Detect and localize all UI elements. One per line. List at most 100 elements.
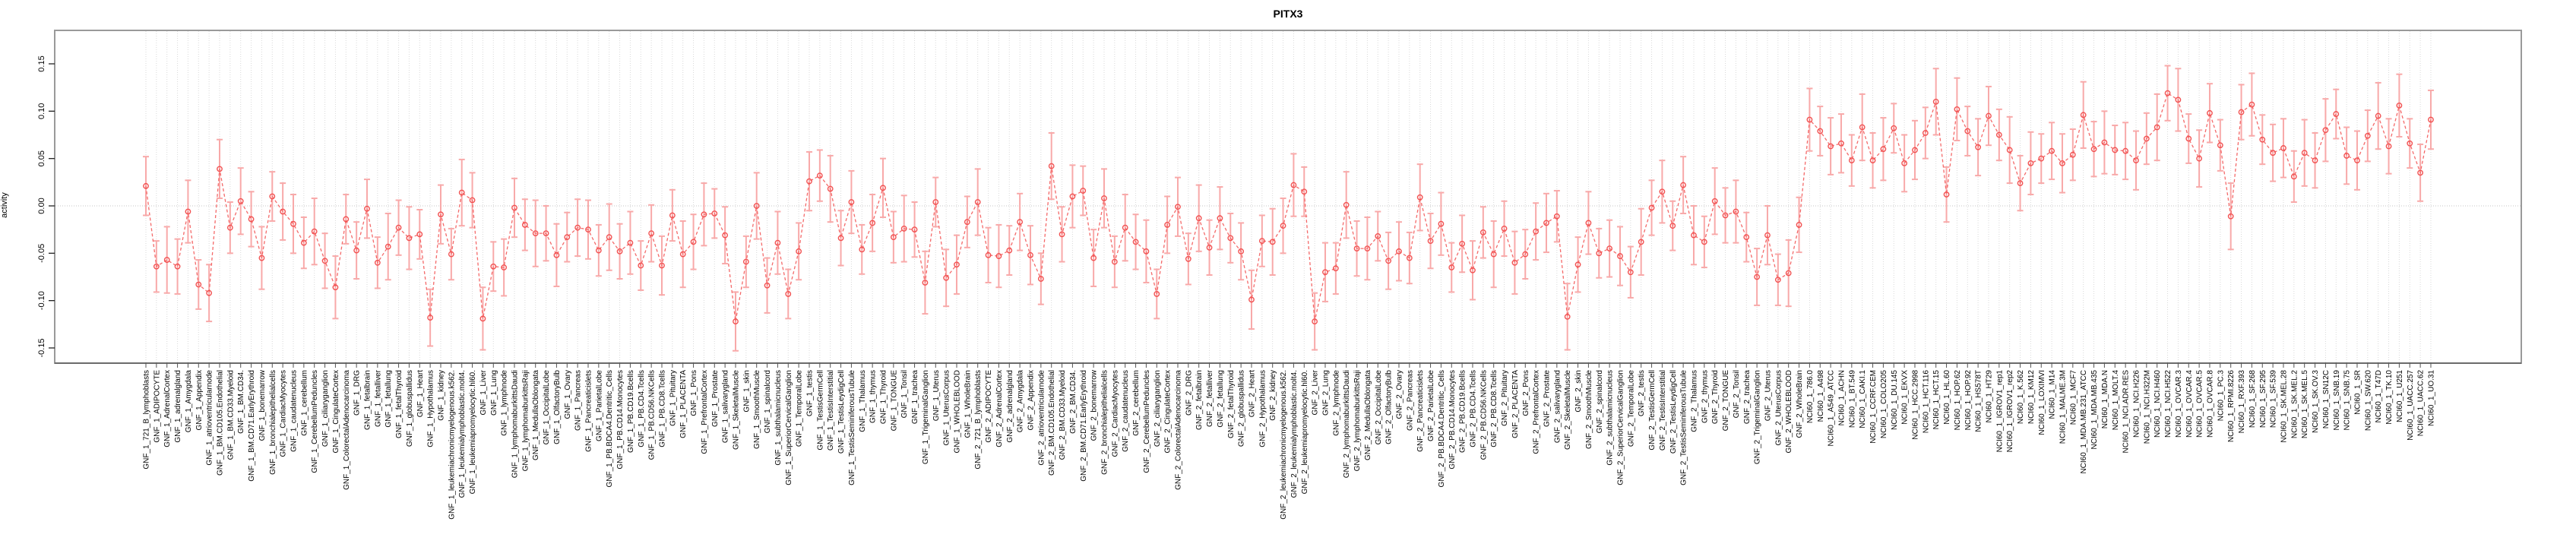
x-tick-label: GNF_1_MedullaOblongata: [532, 370, 540, 460]
data-point: [1111, 258, 1118, 265]
data-point: [669, 212, 676, 219]
chart-title: PITX3: [1273, 8, 1303, 20]
data-point: [1217, 215, 1223, 222]
data-point: [2069, 151, 2076, 158]
x-tick-label: NCI60_1_UACC.62: [2417, 370, 2426, 437]
x-tick-label: GNF_2_testis: [1638, 370, 1646, 416]
x-tick-label: GNF_2_WHOLEBLOOD: [1785, 370, 1793, 453]
data-point: [1912, 147, 1918, 153]
x-tick-label: NCI60_1_A549_ATCC: [1828, 370, 1836, 446]
x-tick-label: GNF_1_TrigeminalGanglion: [922, 370, 930, 464]
x-tick-label: GNF_2_ciliaryganglion: [1154, 370, 1162, 447]
x-tick-label: GNF_2_TrigeminalGanglion: [1754, 370, 1762, 464]
x-tick-label: GNF_1_fetalThyroid: [395, 370, 403, 438]
data-point: [1122, 224, 1128, 231]
data-point: [2164, 90, 2171, 96]
x-tick-label: GNF_2_PB.BDCA4.Dentritic_Cells: [1438, 370, 1446, 488]
x-tick-label: GNF_2_PB.CD4.Tcells: [1469, 370, 1477, 447]
data-point: [1406, 255, 1413, 261]
data-point: [163, 257, 170, 263]
x-tick-label: GNF_2_ColorectalAdenocarcinoma: [1174, 370, 1182, 490]
y-tick-label: -0.10: [37, 291, 46, 310]
x-tick-label: NCI60_1_SF.295: [2259, 370, 2267, 428]
data-point: [2375, 112, 2381, 119]
x-tick-label: GNF_1_Pituitary: [669, 370, 677, 426]
data-point: [406, 235, 413, 242]
x-tick-label: GNF_1_SuperiorCervicalGanglion: [785, 370, 793, 485]
data-point: [1691, 232, 1697, 239]
x-tick-label: NCI60_1_HCT.116: [1922, 370, 1930, 434]
data-point: [1743, 234, 1750, 241]
data-point: [385, 243, 391, 250]
x-tick-label: GNF_2_fetalbrain: [1195, 370, 1204, 430]
data-point: [1470, 267, 1476, 274]
data-point: [2196, 155, 2203, 162]
x-tick-label: GNF_1_fetalliver: [374, 369, 382, 427]
data-point: [806, 178, 812, 185]
data-point: [143, 182, 149, 189]
data-point: [1416, 194, 1423, 201]
data-point: [1258, 238, 1265, 245]
data-point: [427, 315, 434, 321]
x-tick-label: NCI60_1_NCI.ADR.RES: [2122, 370, 2131, 454]
x-tick-label: NCI60_1_SR: [2353, 370, 2362, 415]
x-tick-label: GNF_2_bronchialepithelialcells: [1100, 370, 1109, 475]
data-point: [2322, 127, 2329, 134]
data-point: [1206, 244, 1213, 251]
x-tick-label: GNF_2_lymphnode: [1332, 370, 1340, 436]
x-tick-label: GNF_1_thymus: [869, 370, 878, 423]
data-point: [1574, 261, 1581, 268]
x-tick-label: GNF_2_BM.CD34.: [1069, 370, 1078, 434]
data-point: [1785, 270, 1792, 277]
x-tick-label: NCI60_1_HL.60: [1943, 370, 1951, 425]
x-tick-label: GNF_1_OccipitalLobe: [543, 370, 551, 445]
y-tick-label: 0.00: [37, 198, 46, 213]
x-tick-label: GNF_2_PB.CD14.Monocytes: [1448, 370, 1457, 470]
x-tick-label: GNF_2_CerebellumPeduncles: [1143, 370, 1151, 473]
data-point: [174, 263, 181, 270]
data-point: [300, 239, 307, 246]
error-bars: [143, 65, 2434, 352]
x-tick-label: GNF_2_OlfactoryBulb: [1385, 370, 1394, 444]
data-point: [153, 263, 160, 270]
x-tick-label: GNF_1_CingulateCortex: [332, 370, 340, 454]
data-point: [1986, 112, 1992, 119]
x-tick-label: GNF_2_PrefrontalCortex: [1533, 370, 1541, 454]
data-point: [269, 193, 276, 200]
data-point: [1164, 222, 1171, 228]
y-axis: -0.15 -0.10 -0.05 0.00 0.05 0.10 0.15: [37, 55, 55, 358]
x-tick-label: GNF_1_PB.CD8.Tcells: [658, 370, 666, 447]
x-tick-label: GNF_2_leukemialymphoblastic.molt4.: [1290, 370, 1299, 498]
data-point: [1048, 163, 1055, 169]
x-tick-label: GNF_2_Tonsil: [1733, 370, 1741, 418]
x-tick-label: GNF_2_Heart: [1248, 370, 1256, 417]
data-point: [532, 230, 539, 237]
data-point: [859, 246, 866, 253]
data-point: [1901, 160, 1908, 166]
x-tick-label: GNF_1_WHOLEBLOOD: [953, 370, 961, 453]
data-point: [1859, 124, 1866, 131]
x-tick-label: NCI60_1_MALME.3M: [2059, 370, 2067, 444]
x-tick-label: GNF_2_AdrenalCortex: [995, 370, 1004, 447]
data-point: [827, 185, 834, 192]
data-point: [2248, 101, 2255, 108]
x-tick-label: NCI60_1_MDA.MB.435: [2090, 370, 2099, 450]
data-point: [1806, 116, 1813, 123]
x-tick-label: GNF_2_Appendix: [1027, 370, 1035, 431]
x-axis-labels: GNF_1_721_B_lymphoblasts GNF_1_ADIPOCYTE G…: [143, 369, 2436, 520]
x-tick-label: GNF_1_skin: [742, 370, 751, 413]
data-point: [648, 230, 655, 237]
x-tick-label: NCI60_1_HT29: [1985, 370, 1993, 423]
data-point: [1764, 232, 1771, 239]
x-tick-label: GNF_1_ParietalLobe: [595, 370, 603, 441]
data-point: [690, 239, 697, 245]
x-tick-label: GNF_2_fetalThyroid: [1227, 370, 1236, 438]
data-point: [1954, 106, 1960, 112]
data-point: [595, 247, 602, 254]
x-tick-label: GNF_1_721_B_lymphoblasts: [143, 370, 151, 470]
data-point: [722, 232, 729, 239]
x-tick-label: GNF_2_Prostate: [1543, 370, 1551, 427]
data-point: [1438, 220, 1445, 227]
data-point: [1059, 231, 1065, 238]
x-tick-label: GNF_1_Pancreas: [574, 370, 583, 431]
